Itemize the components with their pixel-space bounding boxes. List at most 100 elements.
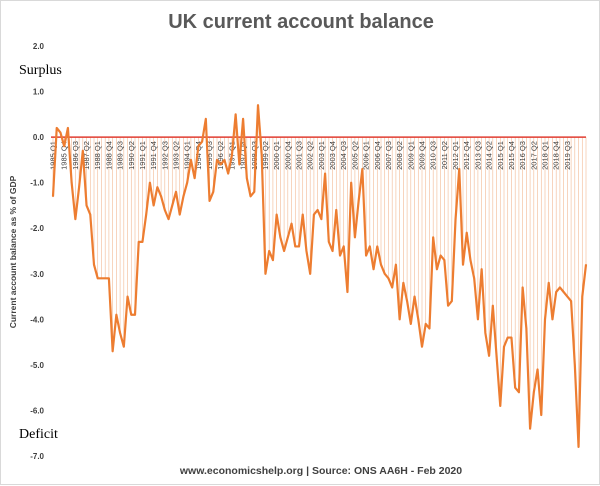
- data-point: [260, 154, 263, 157]
- x-tick-label: 2000 Q1: [272, 141, 281, 170]
- data-point: [525, 327, 528, 330]
- drop-lines: [52, 105, 587, 447]
- data-point: [462, 263, 464, 266]
- x-tick-label: 2014 Q2: [485, 141, 494, 170]
- x-tick-labels: 1985 Q1 1985 Q4 1986 Q3 1987 Q2 1988 Q1 1988 …: [49, 141, 572, 170]
- data-point: [391, 286, 393, 289]
- data-point: [201, 140, 203, 143]
- chart-title: UK current account balance: [168, 11, 434, 33]
- data-point: [175, 190, 177, 193]
- x-tick-label: 2003 Q4: [328, 141, 337, 170]
- data-point: [372, 268, 375, 271]
- data-point: [305, 250, 308, 252]
- data-point: [559, 286, 561, 289]
- data-point: [536, 368, 539, 371]
- y-tick-label: 2.0: [33, 42, 45, 51]
- data-point: [55, 127, 58, 129]
- data-point: [287, 236, 289, 239]
- data-point: [346, 291, 349, 293]
- x-tick-label: 1998 Q3: [250, 141, 259, 170]
- data-point: [171, 204, 174, 207]
- data-point: [264, 272, 267, 275]
- data-point: [253, 190, 256, 193]
- x-tick-label: 1988 Q4: [104, 141, 113, 170]
- x-tick-label: 2009 Q1: [406, 141, 415, 170]
- x-tick-label: 2010 Q3: [429, 141, 438, 170]
- x-tick-label: 1985 Q4: [60, 141, 69, 170]
- data-point: [488, 354, 490, 357]
- data-point: [119, 332, 121, 334]
- y-tick-label: -6.0: [30, 406, 44, 415]
- data-point: [328, 241, 330, 243]
- y-tick-label: -4.0: [30, 315, 44, 324]
- data-point: [506, 336, 509, 339]
- data-point: [413, 295, 416, 298]
- data-point: [272, 259, 274, 261]
- data-point: [581, 295, 584, 298]
- data-point: [82, 149, 84, 152]
- data-point: [190, 159, 192, 161]
- data-point: [160, 195, 162, 198]
- y-tick-labels: 2.0 1.0 0.0 -1.0 -2.0 -3.0 -4.0 -5.0 -6.0 -7.0: [30, 42, 44, 461]
- x-tick-label: 1987 Q2: [82, 141, 91, 170]
- data-point: [380, 263, 382, 266]
- data-point: [316, 209, 319, 211]
- data-point: [152, 204, 155, 207]
- x-tick-label: 2002 Q2: [306, 141, 315, 170]
- data-point: [205, 118, 207, 120]
- x-tick-label: 2011 Q2: [440, 141, 449, 169]
- data-point: [324, 172, 326, 175]
- data-point: [301, 213, 304, 216]
- data-point: [70, 181, 73, 184]
- data-point: [149, 181, 151, 184]
- data-point: [85, 204, 88, 207]
- y-tick-label: 1.0: [33, 88, 45, 97]
- data-point: [354, 236, 356, 239]
- x-tick-label: 2017 Q2: [529, 141, 538, 170]
- x-tick-label: 1986 Q3: [71, 141, 80, 170]
- data-point: [331, 250, 334, 252]
- data-point: [78, 186, 80, 189]
- data-point: [339, 254, 341, 257]
- x-tick-label: 2013 Q3: [473, 141, 482, 170]
- data-point: [238, 163, 241, 166]
- x-tick-label: 2012 Q1: [451, 141, 460, 170]
- x-tick-label: 2018 Q1: [541, 141, 550, 170]
- data-point: [387, 277, 390, 280]
- data-point: [249, 195, 252, 198]
- data-point: [67, 127, 69, 129]
- y-tick-label: -2.0: [30, 224, 44, 233]
- data-point: [145, 213, 147, 216]
- data-point: [454, 218, 457, 220]
- data-point: [93, 263, 95, 266]
- x-tick-label: 1988 Q1: [93, 141, 102, 170]
- data-point: [111, 350, 114, 353]
- data-point: [365, 254, 367, 257]
- data-points: [52, 104, 587, 448]
- data-point: [357, 200, 360, 202]
- data-point: [398, 318, 401, 321]
- data-point: [89, 213, 92, 216]
- data-point: [216, 159, 218, 161]
- data-point: [320, 218, 323, 220]
- x-tick-label: 1991 Q4: [149, 141, 158, 170]
- data-point: [529, 427, 531, 430]
- data-point: [562, 291, 565, 293]
- data-point: [197, 145, 200, 148]
- x-tick-label: 1999 Q2: [261, 141, 270, 170]
- x-tick-label: 1992 Q3: [160, 141, 169, 170]
- data-point: [246, 177, 248, 179]
- data-point: [63, 145, 65, 148]
- x-tick-label: 2015 Q4: [507, 141, 516, 170]
- data-point: [484, 332, 487, 334]
- data-point: [469, 259, 472, 261]
- data-point: [104, 277, 106, 280]
- data-point: [436, 268, 438, 271]
- y-tick-label: 0.0: [33, 133, 45, 142]
- data-point: [547, 282, 550, 284]
- surplus-annotation: Surplus: [19, 63, 62, 78]
- data-point: [350, 181, 352, 184]
- data-point: [167, 218, 170, 220]
- data-point: [126, 295, 129, 298]
